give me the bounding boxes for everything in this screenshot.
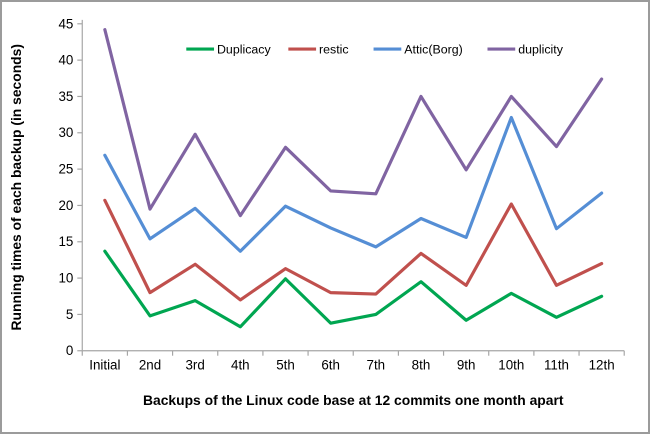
y-tick-label: 15 xyxy=(58,234,73,249)
x-tick-label: 8th xyxy=(412,358,431,373)
x-tick-label: 6th xyxy=(321,358,340,373)
series-line-restic xyxy=(103,198,604,302)
y-tick-label: 10 xyxy=(58,271,73,286)
y-tick-label: 25 xyxy=(58,162,73,177)
x-tick-label: 9th xyxy=(457,358,476,373)
x-axis-title: Backups of the Linux code base at 12 com… xyxy=(143,392,564,408)
x-tick-label: 4th xyxy=(231,358,250,373)
series-line-duplicity xyxy=(103,28,604,218)
y-tick-label: 30 xyxy=(58,125,73,140)
y-tick-label: 5 xyxy=(66,307,73,322)
y-tick-label: 40 xyxy=(58,53,73,68)
legend-label-attic-borg-: Attic(Borg) xyxy=(404,43,462,57)
x-tick-label: Initial xyxy=(89,358,120,373)
x-tick-label: 7th xyxy=(367,358,386,373)
x-tick-label: 2nd xyxy=(139,358,161,373)
legend-label-duplicity: duplicity xyxy=(518,43,564,57)
y-tick-label: 45 xyxy=(58,16,73,31)
series-line-duplicacy xyxy=(103,249,604,329)
legend-label-duplicacy: Duplicacy xyxy=(217,43,271,57)
x-tick-label: 10th xyxy=(498,358,524,373)
x-tick-label: 3rd xyxy=(186,358,205,373)
x-tick-label: 5th xyxy=(276,358,295,373)
y-tick-label: 0 xyxy=(66,343,73,358)
y-tick-label: 20 xyxy=(58,198,73,213)
x-tick-label: 12th xyxy=(589,358,615,373)
series-line-attic-borg- xyxy=(103,115,604,253)
x-tick-label: 11th xyxy=(544,358,569,373)
legend-label-restic: restic xyxy=(319,43,349,57)
y-tick-label: 35 xyxy=(58,89,73,104)
y-axis-title: Running times of each backup (in seconds… xyxy=(8,44,24,330)
